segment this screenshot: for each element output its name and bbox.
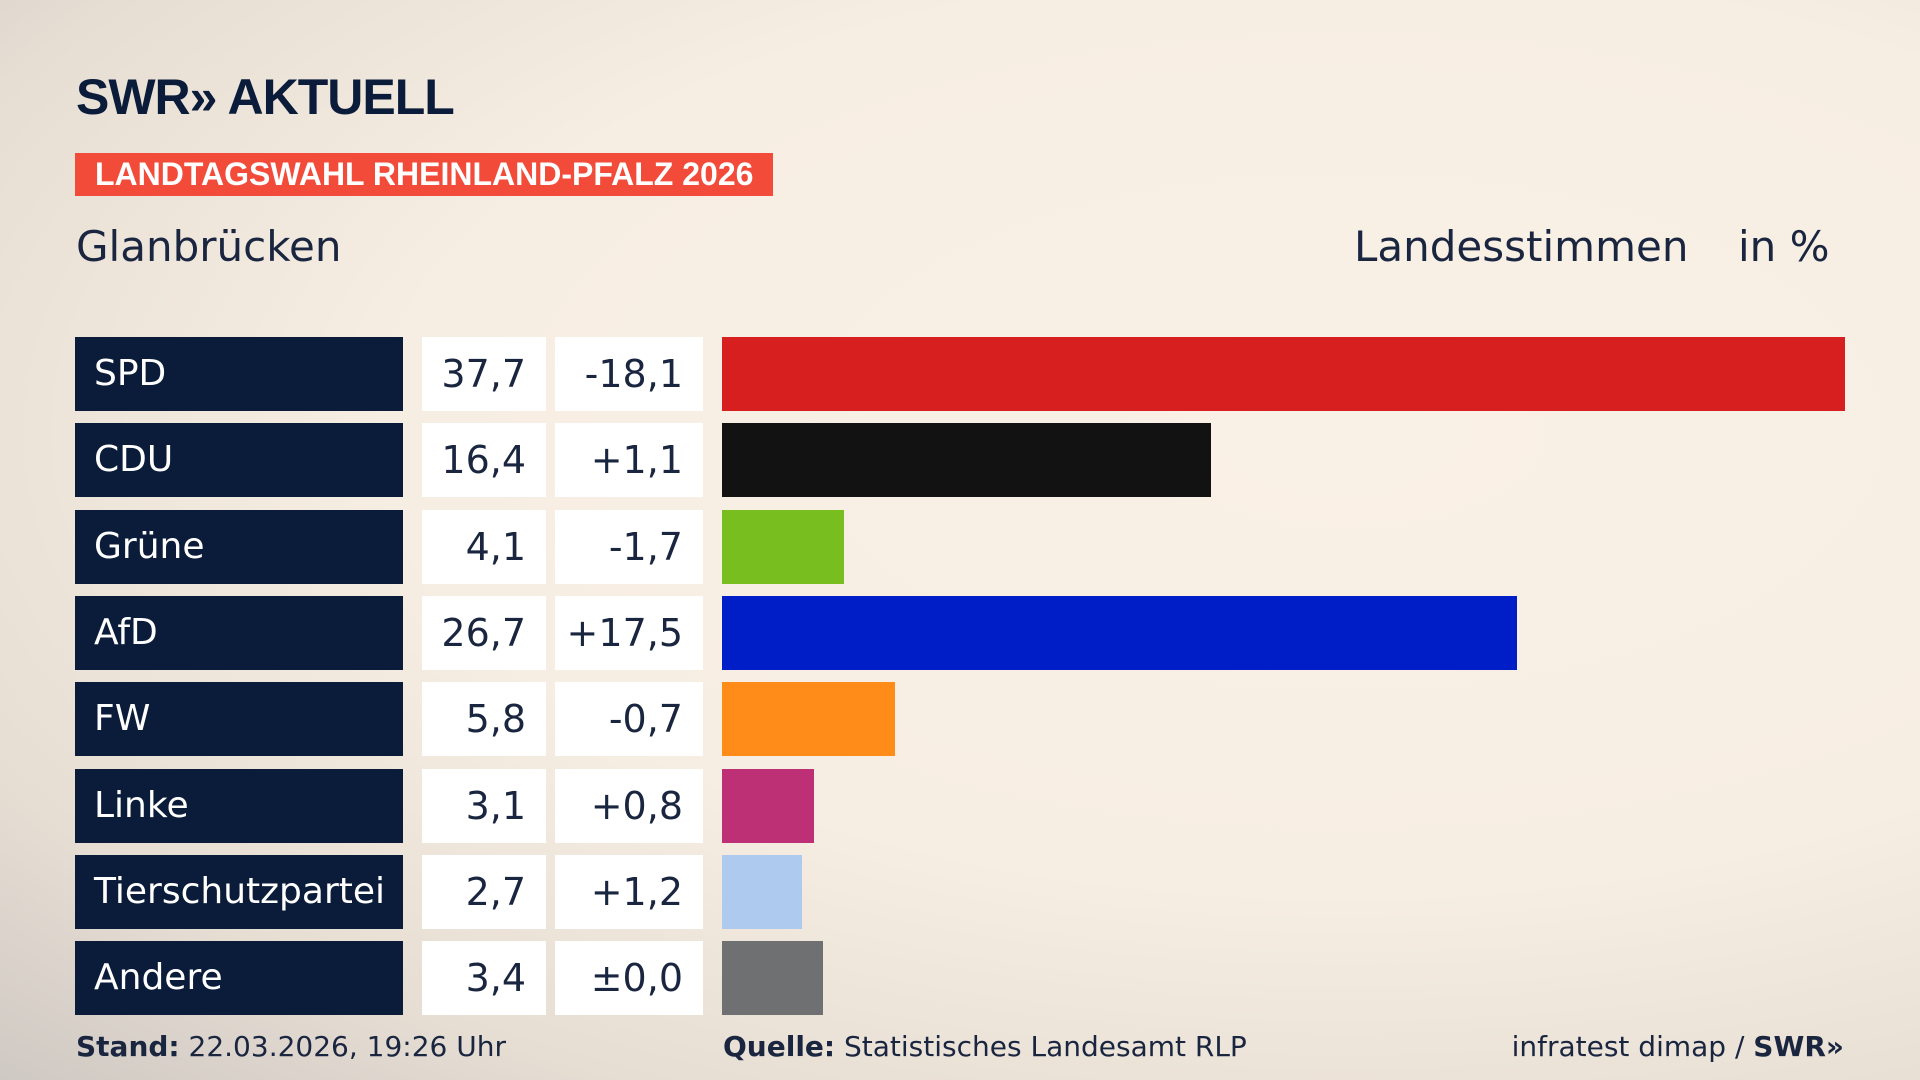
party-name: CDU	[75, 423, 403, 498]
party-bar	[722, 509, 845, 584]
party-diff: ±0,0	[555, 941, 703, 1016]
timestamp: Stand: 22.03.2026, 19:26 Uhr	[76, 1030, 506, 1063]
party-bar	[722, 682, 895, 757]
stand-label: Stand:	[76, 1030, 180, 1063]
party-value: 3,4	[422, 941, 546, 1016]
party-name: Tierschutzpartei	[75, 854, 403, 929]
party-name: Grüne	[75, 509, 403, 584]
party-name: SPD	[75, 337, 403, 411]
credit-text: infratest dimap /	[1511, 1030, 1754, 1063]
party-value: 2,7	[422, 854, 546, 929]
party-value: 5,8	[422, 682, 546, 757]
party-diff: -18,1	[555, 337, 703, 411]
source-label: Quelle:	[723, 1030, 836, 1063]
party-diff: -1,7	[555, 509, 703, 584]
party-name: AfD	[75, 595, 403, 670]
place-title: Glanbrücken	[76, 222, 342, 271]
party-bar	[722, 768, 815, 843]
party-value: 4,1	[422, 509, 546, 584]
measure-label: Landesstimmen	[1354, 222, 1689, 271]
source-value: Statistisches Landesamt RLP	[844, 1030, 1247, 1063]
stand-value: 22.03.2026, 19:26 Uhr	[188, 1030, 506, 1063]
party-bar	[722, 337, 1845, 411]
unit-label: in %	[1738, 222, 1830, 271]
party-name: FW	[75, 682, 403, 757]
swr-aktuell-logo: SWR» AKTUELL	[76, 69, 455, 125]
party-name: Andere	[75, 941, 403, 1016]
party-diff: +0,8	[555, 768, 703, 843]
party-diff: +1,2	[555, 854, 703, 929]
source: Quelle: Statistisches Landesamt RLP	[723, 1030, 1247, 1063]
party-bar	[722, 941, 824, 1016]
party-value: 3,1	[422, 768, 546, 843]
credit: infratest dimap / SWR»	[1512, 1030, 1844, 1063]
party-diff: -0,7	[555, 682, 703, 757]
party-diff: +1,1	[555, 423, 703, 498]
party-value: 37,7	[422, 337, 546, 411]
election-banner: LANDTAGSWAHL RHEINLAND-PFALZ 2026	[75, 153, 774, 196]
party-name: Linke	[75, 768, 403, 843]
party-bar	[722, 854, 803, 929]
party-value: 16,4	[422, 423, 546, 498]
party-bar	[722, 423, 1211, 498]
party-bar	[722, 595, 1518, 670]
party-diff: +17,5	[555, 595, 703, 670]
party-value: 26,7	[422, 595, 546, 670]
swr-logo: SWR»	[1753, 1030, 1844, 1063]
